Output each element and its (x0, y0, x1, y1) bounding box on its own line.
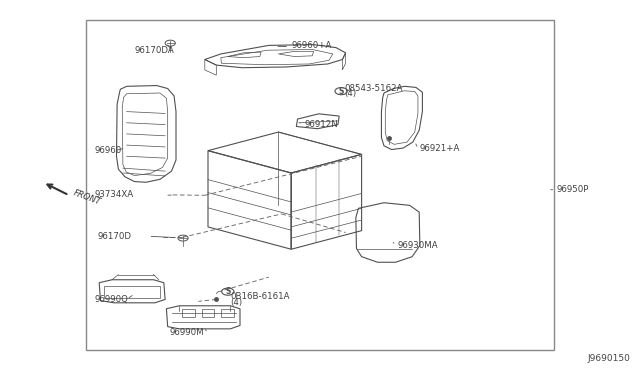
Text: 96930MA: 96930MA (397, 241, 438, 250)
Text: S: S (225, 287, 230, 296)
Bar (202, 309, 214, 317)
Bar (182, 309, 195, 317)
Text: 0B16B-6161A: 0B16B-6161A (230, 292, 290, 301)
Text: S: S (339, 87, 344, 96)
Text: 96921+A: 96921+A (419, 144, 460, 153)
Bar (86, 20, 554, 350)
Text: 96990M: 96990M (170, 328, 204, 337)
Text: (4): (4) (344, 89, 356, 98)
Text: 96950P: 96950P (557, 185, 589, 194)
Text: J9690150: J9690150 (588, 354, 630, 363)
Text: 08543-5162A: 08543-5162A (344, 84, 403, 93)
Text: (4): (4) (230, 298, 243, 307)
Bar (104, 286, 160, 298)
Text: 96170DA: 96170DA (134, 46, 174, 55)
Bar (221, 309, 234, 317)
Text: FRONT: FRONT (72, 189, 102, 207)
Text: 96912N: 96912N (305, 120, 339, 129)
Text: 93734XA: 93734XA (95, 190, 134, 199)
Text: 96990Q: 96990Q (95, 295, 129, 304)
Text: 96960: 96960 (95, 146, 122, 155)
Text: 96960+A: 96960+A (291, 41, 332, 50)
Text: 96170D: 96170D (97, 232, 131, 241)
